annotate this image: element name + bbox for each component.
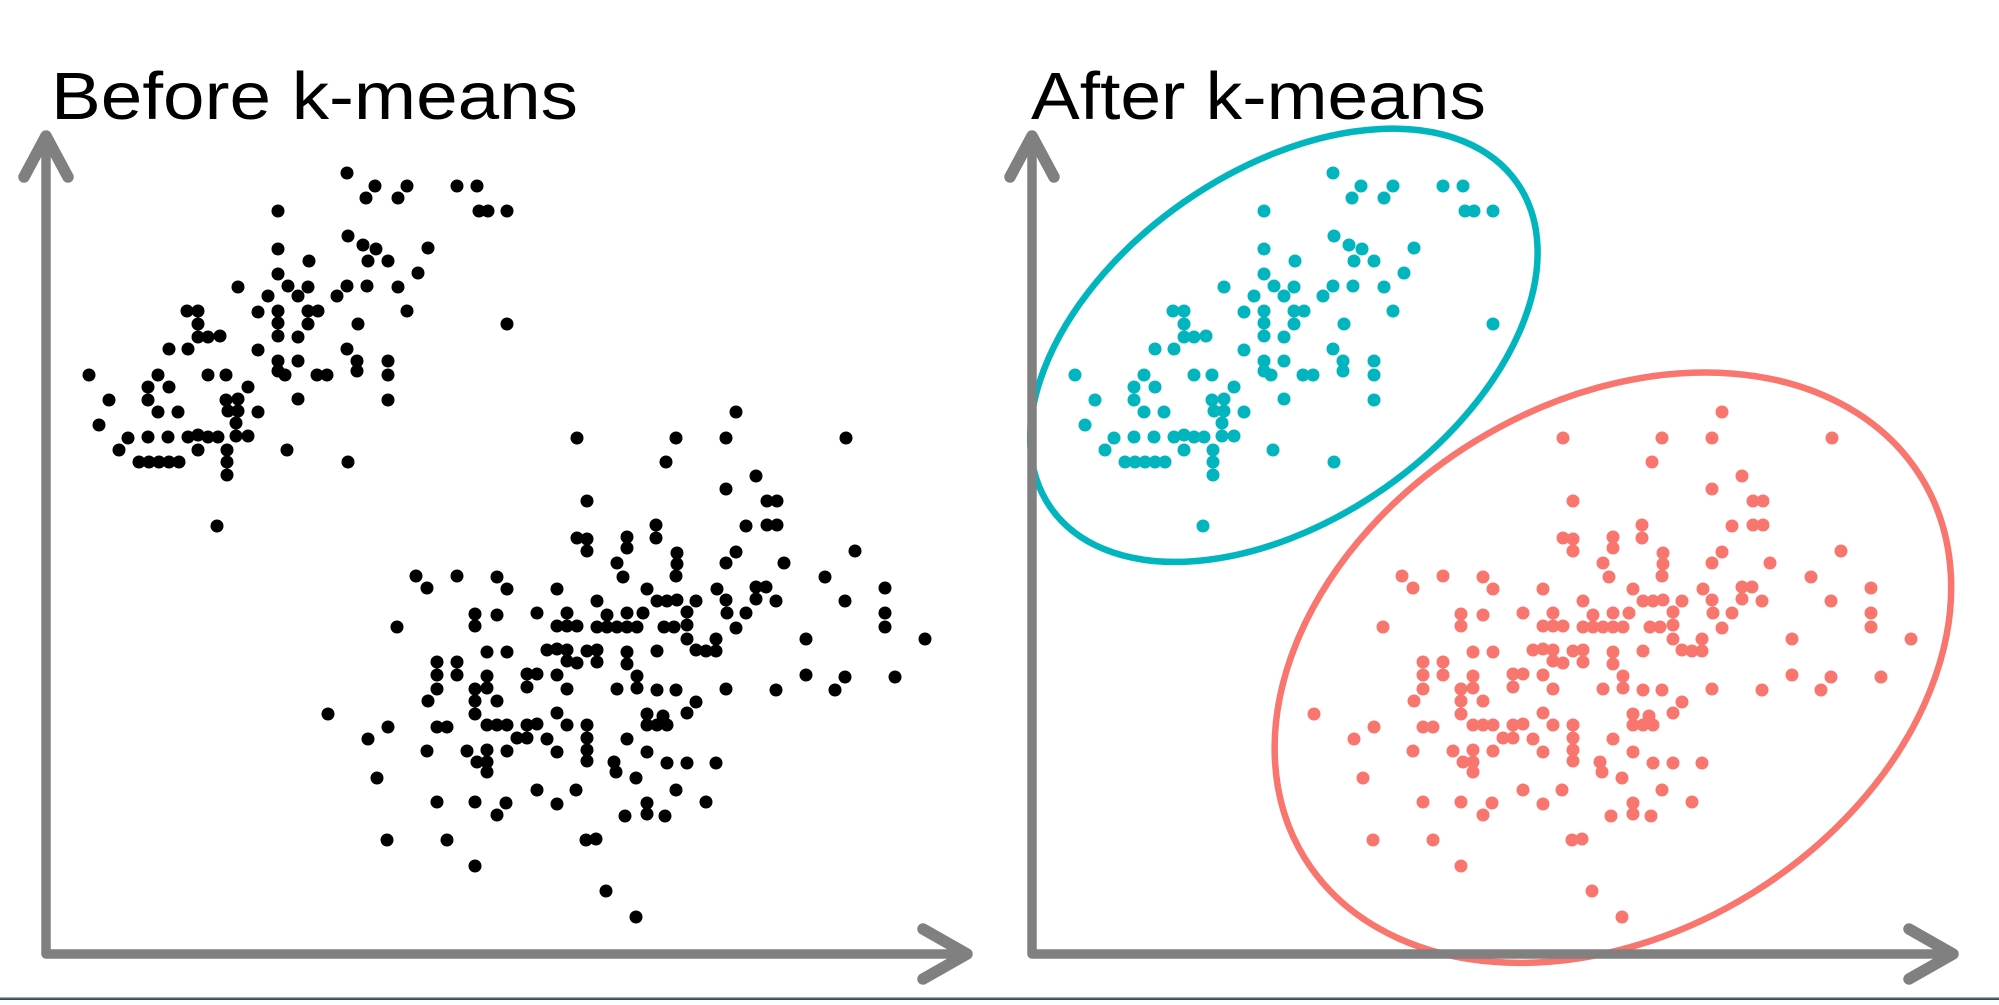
svg-text:After k-means: After k-means [1031,59,1486,134]
svg-text:Before k-means: Before k-means [51,59,578,134]
